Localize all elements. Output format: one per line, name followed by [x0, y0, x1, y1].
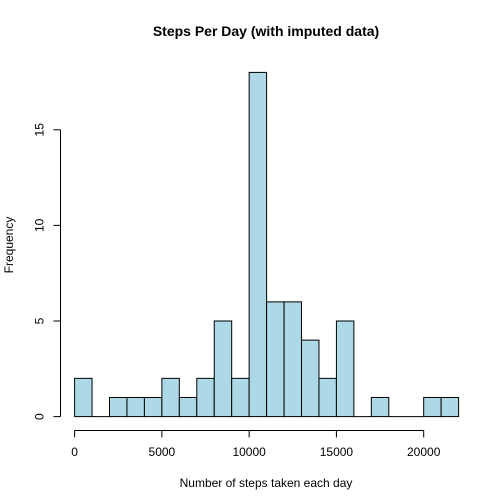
histogram-bar — [370, 396, 390, 418]
x-tick-label: 15000 — [320, 445, 354, 459]
histogram-bar — [178, 396, 198, 418]
histogram-bar — [109, 396, 128, 418]
histogram-bar — [335, 320, 355, 418]
x-tick-label: 5000 — [149, 445, 176, 459]
y-tick-label: 0 — [33, 413, 47, 420]
histogram-bar — [161, 377, 180, 418]
x-axis: 0 5000 10000 15000 20000 — [71, 430, 441, 459]
y-tick-label: 10 — [33, 218, 47, 232]
chart-title: Steps Per Day (with imputed data) — [153, 23, 379, 39]
histogram-bar — [74, 377, 93, 418]
y-tick-label: 15 — [33, 123, 47, 137]
x-tick-label: 10000 — [232, 445, 266, 459]
x-tick-label: 0 — [71, 445, 78, 459]
y-axis: 0 5 10 15 — [33, 123, 61, 420]
histogram-bar — [213, 320, 233, 418]
histogram-bar — [126, 396, 145, 418]
y-axis-label: Frequency — [2, 217, 16, 274]
histogram-bar — [231, 377, 250, 418]
histogram-bar — [196, 377, 215, 418]
histogram-bar — [318, 377, 337, 418]
x-tick-label: 20000 — [407, 445, 441, 459]
histogram-bar — [423, 396, 442, 418]
histogram-bar — [301, 339, 320, 418]
bars-group — [74, 71, 460, 418]
histogram-bar — [143, 396, 163, 418]
histogram-bar — [283, 301, 303, 418]
histogram-bar — [248, 71, 268, 418]
histogram-bar — [266, 301, 285, 418]
y-tick-label: 5 — [33, 317, 47, 324]
histogram-bar — [440, 396, 460, 418]
x-axis-label: Number of steps taken each day — [180, 476, 353, 490]
